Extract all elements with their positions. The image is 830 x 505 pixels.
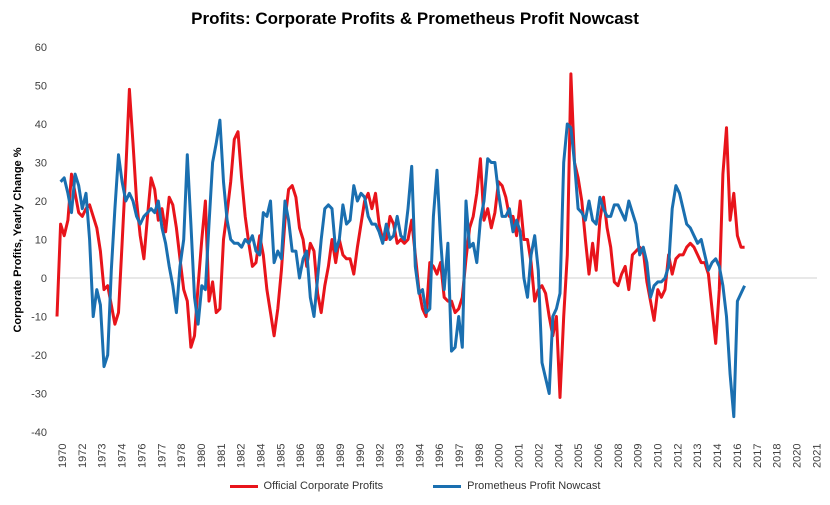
y-tick-label: 10 xyxy=(35,235,47,247)
x-tick-label: 2021 xyxy=(811,444,823,468)
x-tick-label: 1992 xyxy=(375,444,387,468)
legend-swatch-nowcast xyxy=(433,484,462,488)
legend-label-nowcast: Prometheus Profit Nowcast xyxy=(467,480,601,492)
legend-label-official: Official Corporate Profits xyxy=(263,480,384,492)
x-tick-label: 2008 xyxy=(613,444,625,468)
y-tick-label: 40 xyxy=(35,119,47,131)
y-tick-label: -20 xyxy=(31,350,47,362)
x-tick-label: 1976 xyxy=(136,444,148,468)
legend-item-nowcast: Prometheus Profit Nowcast xyxy=(433,480,600,492)
x-tick-label: 2018 xyxy=(772,444,784,468)
x-tick-label: 1973 xyxy=(97,444,109,468)
x-tick-label: 2005 xyxy=(573,444,585,468)
series-layer xyxy=(55,72,746,419)
x-tick-label: 2006 xyxy=(593,444,605,468)
y-axis-label: Corporate Profits, Yearly Change % xyxy=(12,147,24,333)
x-tick-label: 2009 xyxy=(633,444,645,468)
series-line-official-profits xyxy=(55,72,745,399)
x-tick-label: 1970 xyxy=(57,444,69,468)
x-tick-label: 1986 xyxy=(295,444,307,468)
x-tick-label: 1972 xyxy=(77,444,89,468)
x-tick-label: 1980 xyxy=(196,444,208,468)
x-tick-label: 1984 xyxy=(256,444,268,468)
x-tick-label: 2017 xyxy=(752,444,764,468)
x-tick-label: 1977 xyxy=(156,444,168,468)
x-tick-label: 2016 xyxy=(732,444,744,468)
x-tick-label: 1993 xyxy=(394,444,406,468)
x-tick-label: 2002 xyxy=(533,444,545,468)
x-tick-label: 2014 xyxy=(712,444,724,468)
x-tick-label: 1997 xyxy=(454,444,466,468)
x-axis: 1970 1972 1973 1974 1976 1977 1978 1980 1981 1982… xyxy=(57,444,823,468)
x-tick-label: 1978 xyxy=(176,444,188,468)
x-tick-label: 1989 xyxy=(335,444,347,468)
x-tick-label: 1990 xyxy=(355,444,367,468)
x-tick-label: 2012 xyxy=(672,444,684,468)
x-tick-label: 2004 xyxy=(553,444,565,468)
y-tick-label: 0 xyxy=(41,273,47,285)
legend-item-official: Official Corporate Profits xyxy=(229,480,384,492)
y-tick-label: -10 xyxy=(31,312,47,324)
x-tick-label: 1988 xyxy=(315,444,327,468)
legend: Official Corporate Profits Prometheus Pr… xyxy=(0,480,830,492)
x-tick-label: 2010 xyxy=(653,444,665,468)
x-tick-label: 1994 xyxy=(414,444,426,468)
x-tick-label: 1974 xyxy=(117,444,129,468)
y-tick-label: -30 xyxy=(31,389,47,401)
y-tick-label: 50 xyxy=(35,81,47,93)
x-tick-label: 1998 xyxy=(474,444,486,468)
x-tick-label: 1981 xyxy=(216,444,228,468)
legend-swatch-official xyxy=(229,484,258,488)
series-line-prometheus-nowcast xyxy=(59,118,746,419)
x-tick-label: 1982 xyxy=(236,444,248,468)
x-tick-label: 1985 xyxy=(275,444,287,468)
chart-title: Profits: Corporate Profits & Prometheus … xyxy=(191,9,639,28)
y-tick-label: 20 xyxy=(35,196,47,208)
x-tick-label: 2020 xyxy=(791,444,803,468)
y-tick-label: 60 xyxy=(35,42,47,54)
x-tick-label: 1996 xyxy=(434,444,446,468)
x-tick-label: 2001 xyxy=(514,444,526,468)
y-tick-label: 30 xyxy=(35,158,47,170)
x-tick-label: 2000 xyxy=(494,444,506,468)
x-tick-label: 2013 xyxy=(692,444,704,468)
y-axis: -40 -30 -20 -10 0 10 20 30 40 50 60 xyxy=(31,42,47,439)
y-tick-label: -40 xyxy=(31,427,47,439)
